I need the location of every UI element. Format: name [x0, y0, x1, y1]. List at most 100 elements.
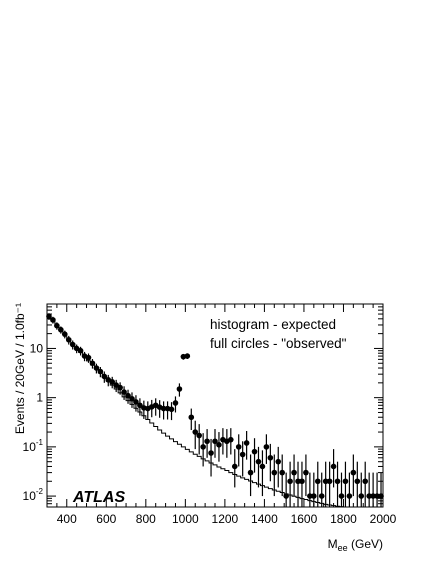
x-tick-label: 600 — [96, 512, 116, 526]
x-tick-labels: 400 600 800 1000 1200 1400 1600 1800 2000 — [57, 512, 397, 526]
x-axis-title-main: M — [328, 537, 338, 551]
data-point — [334, 478, 341, 485]
x-tick-label: 2000 — [370, 512, 397, 526]
data-point — [267, 454, 274, 461]
data-point — [330, 463, 337, 470]
x-tick-label: 1000 — [172, 512, 199, 526]
data-point — [243, 440, 250, 446]
data-point — [346, 493, 353, 499]
data-point — [97, 368, 104, 375]
y-tick-label: 10 — [30, 341, 44, 355]
x-tick-label: 1800 — [330, 512, 357, 526]
x-axis-title-sub: ee — [338, 543, 348, 553]
x-tick-label: 1600 — [291, 512, 318, 526]
data-point — [200, 444, 206, 450]
data-point — [208, 450, 214, 456]
data-point — [311, 493, 317, 499]
data-point — [46, 313, 52, 320]
data-point — [362, 478, 369, 485]
data-point — [251, 448, 258, 455]
data-point — [61, 331, 68, 337]
data-point — [212, 438, 218, 445]
data-point — [228, 436, 234, 443]
y-tick-label-exponent: -2 — [36, 487, 44, 496]
data-point — [133, 399, 139, 405]
data-point — [168, 406, 175, 413]
data-point — [184, 353, 191, 359]
data-point — [137, 402, 143, 409]
data-point — [93, 365, 100, 371]
data-point — [322, 478, 329, 485]
data-point — [117, 384, 123, 391]
data-point — [65, 336, 72, 343]
data-point — [121, 389, 127, 395]
data-point — [295, 478, 301, 485]
axis-ticks — [46, 303, 384, 508]
data-point — [160, 405, 167, 412]
data-point — [259, 463, 266, 470]
y-tick-label: 1 — [36, 391, 43, 405]
data-point — [338, 493, 345, 499]
y-tick-label-base: 10 — [23, 489, 37, 503]
data-point — [58, 326, 64, 333]
data-point — [89, 360, 96, 367]
data-point — [299, 478, 305, 485]
observed-points — [46, 313, 384, 507]
data-point — [354, 478, 361, 485]
y-tick-label: 10-2 — [23, 487, 44, 503]
y-tick-label-base: 10 — [30, 341, 44, 355]
data-point — [239, 451, 246, 458]
data-point — [279, 469, 286, 476]
data-point — [271, 469, 278, 476]
data-point — [366, 493, 372, 499]
data-point — [287, 478, 293, 485]
data-point — [307, 493, 313, 499]
x-axis-title-unit: (GeV) — [348, 537, 383, 551]
data-point — [303, 469, 309, 476]
x-tick-label: 1400 — [251, 512, 278, 526]
atlas-logo: ATLAS — [72, 489, 125, 506]
annotation-observed: full circles - "observed" — [210, 336, 347, 351]
data-point — [275, 458, 282, 465]
data-point — [235, 444, 242, 450]
data-point — [109, 378, 116, 385]
data-point — [255, 458, 262, 465]
data-point — [172, 400, 179, 406]
data-point — [283, 493, 289, 499]
x-axis-title: Mee (GeV) — [328, 537, 383, 553]
y-axis-title: Events / 20GeV / 1.0fb⁻¹ — [13, 303, 27, 434]
y-tick-label-base: 1 — [36, 391, 43, 405]
data-point — [318, 493, 325, 499]
data-point — [350, 469, 357, 476]
y-tick-label: 10-1 — [23, 438, 44, 454]
data-point — [50, 317, 56, 323]
data-point — [291, 469, 297, 476]
data-point — [192, 429, 199, 435]
data-point — [247, 469, 254, 476]
data-point — [370, 493, 376, 499]
annotation-expected: histogram - expected — [210, 317, 336, 332]
data-point — [358, 493, 365, 499]
y-tick-label-exponent: -1 — [36, 438, 44, 447]
data-point — [101, 373, 108, 380]
data-point — [342, 478, 349, 485]
data-point — [204, 438, 210, 445]
data-point — [85, 354, 92, 361]
data-point — [196, 432, 202, 439]
x-tick-label: 400 — [57, 512, 77, 526]
data-point — [69, 341, 76, 348]
data-point — [314, 478, 321, 485]
x-tick-label: 1200 — [212, 512, 239, 526]
data-point — [77, 347, 84, 354]
data-point — [326, 478, 333, 485]
data-point — [188, 414, 195, 421]
y-tick-label-base: 10 — [23, 440, 37, 454]
x-tick-label: 800 — [136, 512, 156, 526]
data-point — [216, 442, 222, 448]
data-point — [129, 395, 135, 402]
data-point — [231, 463, 238, 470]
data-point — [54, 322, 60, 329]
